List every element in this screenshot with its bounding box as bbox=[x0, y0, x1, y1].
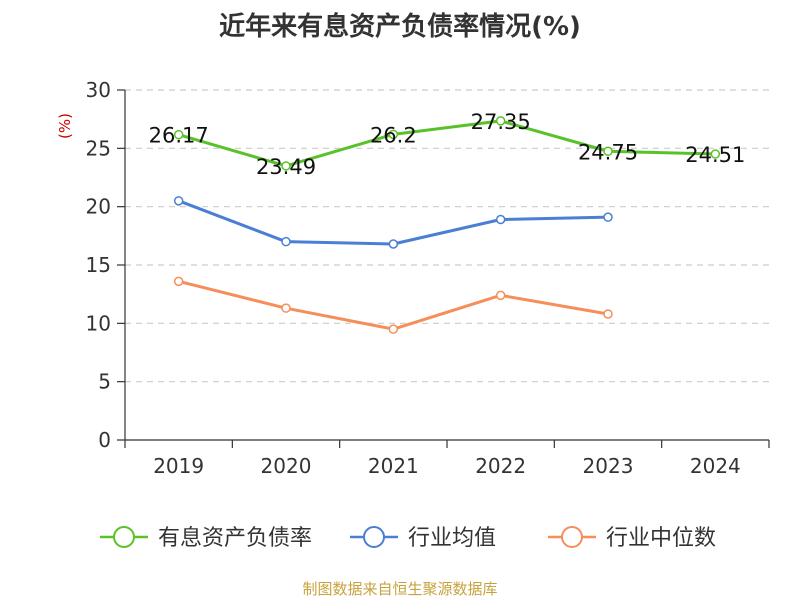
y-tick-label: 5 bbox=[98, 370, 111, 394]
data-point bbox=[281, 161, 291, 171]
data-point bbox=[710, 149, 721, 159]
data-point bbox=[495, 290, 506, 301]
y-tick-label: 20 bbox=[86, 195, 111, 219]
y-tick-label: 30 bbox=[86, 78, 111, 102]
data-label: 23.49 bbox=[256, 155, 316, 179]
y-tick-label: 25 bbox=[86, 136, 111, 160]
x-tick-label: 2024 bbox=[690, 454, 741, 478]
data-label: 27.35 bbox=[471, 110, 531, 134]
legend-label: 行业中位数 bbox=[606, 526, 716, 551]
x-tick-label: 2020 bbox=[261, 454, 312, 478]
data-point bbox=[603, 212, 613, 222]
legend-label: 行业均值 bbox=[408, 526, 496, 551]
x-tick-label: 2022 bbox=[475, 454, 526, 478]
data-point bbox=[281, 303, 291, 313]
series-line-3 bbox=[178, 279, 609, 331]
x-tick-label: 2019 bbox=[153, 454, 204, 478]
data-point bbox=[173, 276, 184, 287]
data-point bbox=[495, 116, 506, 126]
data-point bbox=[603, 309, 613, 319]
data-source-note: 制图数据来自恒生聚源数据库 bbox=[302, 580, 498, 598]
x-tick-label: 2021 bbox=[368, 454, 419, 478]
y-axis-label: (%) bbox=[56, 113, 74, 139]
data-point bbox=[173, 196, 184, 206]
y-tick-label: 0 bbox=[98, 428, 111, 452]
data-point bbox=[388, 324, 399, 334]
data-point bbox=[495, 214, 506, 225]
data-point bbox=[173, 129, 184, 140]
data-point bbox=[603, 146, 613, 156]
legend-label: 有息资产负债率 bbox=[158, 526, 312, 551]
x-tick-label: 2023 bbox=[583, 454, 634, 478]
legend-marker bbox=[113, 526, 135, 548]
data-point bbox=[281, 236, 291, 247]
data-point bbox=[388, 239, 399, 249]
chart-title: 近年来有息资产负债率情况(%) bbox=[219, 12, 581, 42]
data-label: 24.51 bbox=[685, 143, 745, 167]
data-label: 24.75 bbox=[578, 140, 638, 164]
data-label: 26.17 bbox=[149, 124, 209, 148]
legend-marker bbox=[561, 526, 583, 548]
data-point bbox=[388, 129, 399, 140]
series-line-2 bbox=[178, 199, 609, 246]
series-line-1 bbox=[178, 119, 716, 168]
y-tick-label: 15 bbox=[86, 253, 111, 277]
y-tick-label: 10 bbox=[86, 311, 111, 335]
data-label: 26.2 bbox=[370, 123, 417, 147]
legend-marker bbox=[363, 526, 385, 548]
